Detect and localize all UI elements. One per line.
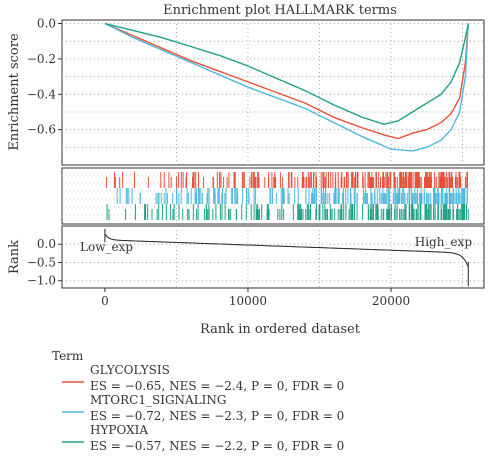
series-line-hypoxia (104, 22, 469, 126)
top-panel: 0.0 −0.2 −0.4 −0.6 Enrichment score (7, 17, 485, 166)
top-panel-frame (61, 19, 485, 166)
legend-series-stats: ES = −0.65, NES = −2.4, P = 0, FDR = 0 (90, 379, 344, 393)
rank-panel-frame (61, 225, 485, 289)
legend-series-name: HYPOXIA (90, 423, 148, 437)
top-ylabel: Enrichment score (7, 33, 22, 151)
legend-series-stats: ES = −0.57, NES = −2.2, P = 0, FDR = 0 (90, 439, 344, 453)
y-tick-label: −0.4 (27, 87, 57, 101)
y-tick-label: −0.6 (27, 123, 56, 137)
x-tick-label: 0 (101, 294, 109, 308)
legend-title: Term (52, 349, 84, 363)
hit-panel (61, 167, 485, 225)
rank-low-label: Low_exp (80, 240, 133, 254)
y-tick-label: −0.2 (27, 52, 56, 66)
y-tick-label: 0.0 (37, 237, 56, 251)
y-tick-label: 0.0 (37, 17, 56, 31)
hit-panel-frame (61, 167, 485, 225)
y-tick-label: −1.0 (27, 274, 56, 288)
rank-panel: 0.0 −0.5 −1.0 Low_exp High_exp Rank (7, 225, 485, 289)
x-tick-label: 10000 (229, 294, 267, 308)
legend-series-name: MTORC1_SIGNALING (90, 393, 227, 407)
legend: Term GLYCOLYSIS ES = −0.65, NES = −2.4, P… (52, 349, 344, 453)
series-line-glycolysis (104, 22, 469, 140)
rank-metric-curve (104, 233, 469, 268)
legend-series-name: GLYCOLYSIS (90, 363, 170, 377)
y-tick-label: −0.5 (27, 255, 56, 269)
legend-series-stats: ES = −0.72, NES = −2.3, P = 0, FDR = 0 (90, 409, 344, 423)
series-line-mtorc1_signaling (104, 22, 469, 152)
x-axis-label: Rank in ordered dataset (200, 322, 361, 337)
bottom-ylabel: Rank (7, 240, 22, 274)
rank-high-label: High_exp (415, 235, 473, 249)
chart-title: Enrichment plot HALLMARK terms (163, 3, 397, 18)
x-tick-label: 20000 (372, 294, 410, 308)
